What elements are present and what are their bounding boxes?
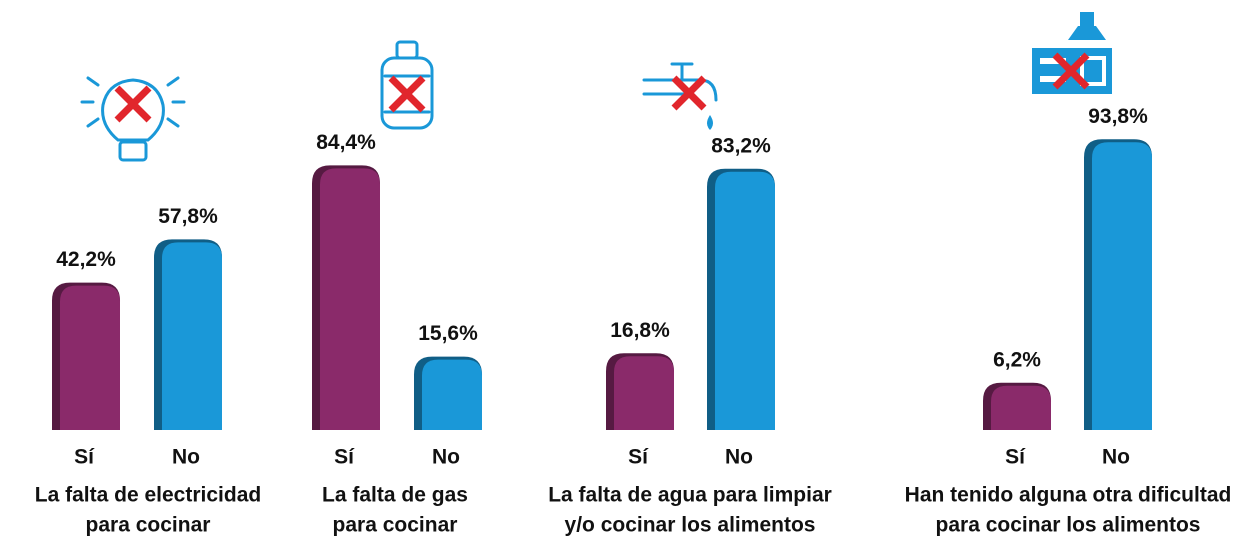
- group-title: La falta de electricidad: [35, 484, 261, 507]
- category-label: Sí: [334, 446, 355, 469]
- bar: [715, 171, 775, 431]
- group-title: y/o cocinar los alimentos: [565, 514, 816, 537]
- icon-stove: [1032, 12, 1112, 94]
- value-label: 16,8%: [610, 319, 670, 342]
- group-title: para cocinar los alimentos: [936, 514, 1201, 537]
- group-title: Han tenido alguna otra dificultad: [905, 484, 1232, 507]
- group-title: La falta de agua para limpiar: [548, 484, 832, 507]
- bar: [614, 356, 674, 430]
- bar: [991, 385, 1051, 430]
- bar: [422, 359, 482, 430]
- value-label: 57,8%: [158, 205, 218, 228]
- bar: [60, 285, 120, 430]
- group-title: para cocinar: [86, 514, 211, 537]
- category-label: Sí: [1005, 446, 1026, 469]
- bars: 42,2% Sí 57,8% No La falta de electricidad pa…: [35, 105, 1232, 537]
- value-label: 93,8%: [1088, 105, 1148, 128]
- category-label: No: [432, 446, 460, 469]
- bar: [320, 168, 380, 431]
- icon-faucet: [642, 62, 718, 130]
- icon-gas: [380, 40, 434, 130]
- bar: [1092, 142, 1152, 430]
- value-label: 42,2%: [56, 248, 116, 271]
- value-label: 83,2%: [711, 134, 771, 157]
- category-label: Sí: [628, 446, 649, 469]
- value-label: 84,4%: [316, 131, 376, 154]
- category-label: No: [1102, 446, 1130, 469]
- group-title: para cocinar: [333, 514, 458, 537]
- category-label: No: [725, 446, 753, 469]
- group-title: La falta de gas: [322, 484, 468, 507]
- category-label: Sí: [74, 446, 95, 469]
- icon-bulb: [80, 76, 186, 162]
- bar: [162, 242, 222, 430]
- category-label: No: [172, 446, 200, 469]
- value-label: 15,6%: [418, 322, 478, 345]
- value-label: 6,2%: [993, 348, 1041, 371]
